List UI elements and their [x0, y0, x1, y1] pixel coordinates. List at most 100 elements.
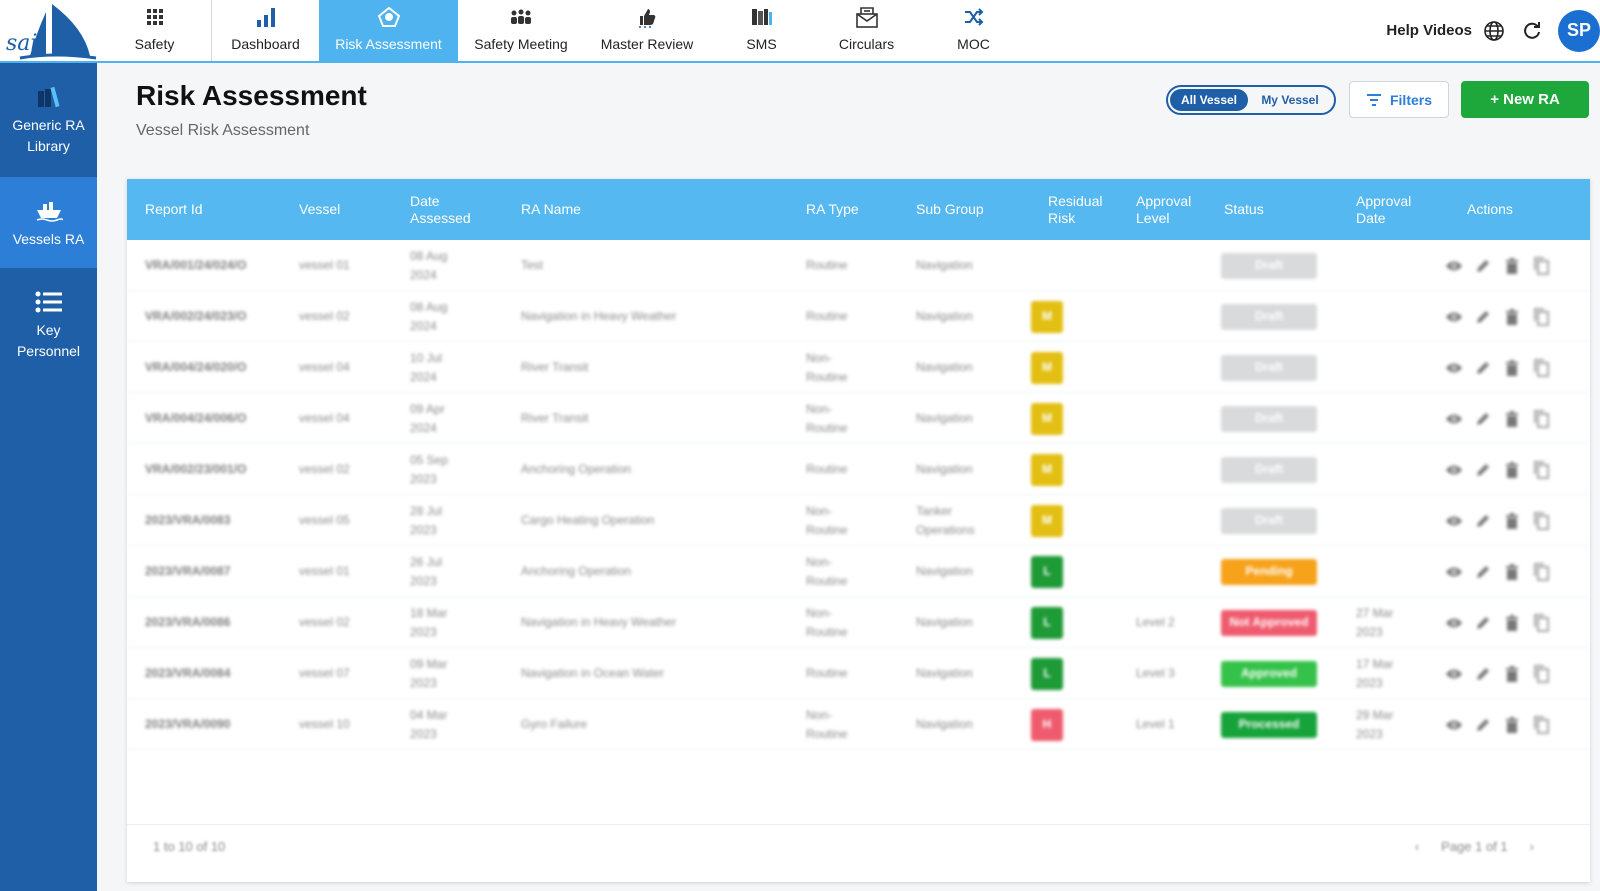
col-status[interactable]: Status [1224, 201, 1264, 217]
delete-icon[interactable] [1503, 665, 1521, 683]
new-ra-button[interactable]: + New RA [1461, 81, 1589, 118]
report-id-cell[interactable]: 2023/VRA/0083 [145, 513, 231, 527]
edit-icon[interactable] [1474, 614, 1492, 632]
sidebar-item-generic-ra-library[interactable]: Generic RA Library [0, 63, 97, 177]
table-row[interactable]: VRA/002/24/023/O vessel 02 08 Aug 2024 Navig… [127, 291, 1590, 342]
view-icon[interactable] [1445, 461, 1463, 479]
edit-icon[interactable] [1474, 461, 1492, 479]
table-row[interactable]: VRA/004/24/006/O vessel 04 09 Apr 2024 River… [127, 393, 1590, 444]
table-row[interactable]: 2023/VRA/0083 vessel 05 28 Jul 2023 Cargo He… [127, 495, 1590, 546]
report-id-cell[interactable]: VRA/001/24/024/O [145, 258, 247, 272]
nav-safety-meeting[interactable]: Safety Meeting [458, 0, 584, 61]
edit-icon[interactable] [1474, 257, 1492, 275]
copy-icon[interactable] [1532, 256, 1550, 275]
view-icon[interactable] [1445, 308, 1463, 326]
table-row[interactable]: 2023/VRA/0086 vessel 02 18 Mar 2023 Navigati… [127, 597, 1590, 648]
edit-icon[interactable] [1474, 716, 1492, 734]
nav-sms[interactable]: SMS [710, 0, 813, 61]
edit-icon[interactable] [1474, 665, 1492, 683]
delete-icon[interactable] [1503, 716, 1521, 734]
view-icon[interactable] [1445, 716, 1463, 734]
table-row[interactable]: 2023/VRA/0084 vessel 07 09 Mar 2023 Navigati… [127, 648, 1590, 699]
copy-icon[interactable] [1532, 664, 1550, 683]
sidebar-item-vessels-ra[interactable]: Vessels RA [0, 177, 97, 268]
delete-icon[interactable] [1503, 461, 1521, 479]
filters-button[interactable]: Filters [1349, 81, 1449, 118]
view-icon[interactable] [1445, 665, 1463, 683]
col-date-assessed[interactable]: Date Assessed [410, 192, 471, 226]
edit-icon[interactable] [1474, 410, 1492, 428]
view-icon[interactable] [1445, 410, 1463, 428]
report-id-cell[interactable]: 2023/VRA/0086 [145, 615, 231, 629]
edit-icon[interactable] [1474, 563, 1492, 581]
view-icon[interactable] [1445, 257, 1463, 275]
delete-icon[interactable] [1503, 410, 1521, 428]
report-id-cell[interactable]: 2023/VRA/0087 [145, 564, 231, 578]
col-approval-date[interactable]: Approval Date [1356, 192, 1412, 226]
copy-icon[interactable] [1532, 715, 1550, 734]
col-report-id[interactable]: Report Id [145, 201, 203, 217]
nav-risk-assessment[interactable]: Risk Assessment [319, 0, 458, 61]
sidebar: Generic RA Library Vessels RA Key Person… [0, 63, 97, 891]
user-avatar[interactable]: SP [1558, 9, 1600, 52]
table-row[interactable]: VRA/002/23/001/O vessel 02 05 Sep 2023 Ancho… [127, 444, 1590, 495]
delete-icon[interactable] [1503, 614, 1521, 632]
edit-icon[interactable] [1474, 512, 1492, 530]
copy-icon[interactable] [1532, 358, 1550, 377]
ra-name-cell: Navigation in Heavy Weather [521, 309, 677, 323]
nav-master-review[interactable]: Master Review [584, 0, 710, 61]
nav-dashboard[interactable]: Dashboard [212, 0, 319, 61]
view-icon[interactable] [1445, 512, 1463, 530]
sub-group-cell: Navigation [916, 360, 973, 374]
report-id-cell[interactable]: VRA/004/24/020/O [145, 360, 247, 374]
view-icon[interactable] [1445, 614, 1463, 632]
sub-group-cell: Navigation [916, 666, 973, 680]
delete-icon[interactable] [1503, 563, 1521, 581]
copy-icon[interactable] [1532, 460, 1550, 479]
col-residual-risk[interactable]: Residual Risk [1048, 192, 1103, 226]
my-vessel-toggle[interactable]: My Vessel [1261, 93, 1319, 107]
nav-safety[interactable]: Safety [98, 0, 211, 61]
copy-icon[interactable] [1532, 613, 1550, 632]
refresh-icon[interactable] [1520, 19, 1544, 43]
col-approval-level[interactable]: Approval Level [1136, 192, 1192, 226]
report-id-cell[interactable]: VRA/002/23/001/O [145, 462, 247, 476]
copy-icon[interactable] [1532, 562, 1550, 581]
col-sub-group[interactable]: Sub Group [916, 201, 984, 217]
table-row[interactable]: 2023/VRA/0087 vessel 01 26 Jul 2023 Anchorin… [127, 546, 1590, 597]
all-vessel-toggle[interactable]: All Vessel [1170, 89, 1248, 111]
prev-page-button[interactable]: ‹ [1414, 839, 1420, 854]
globe-icon[interactable] [1482, 19, 1506, 43]
view-icon[interactable] [1445, 359, 1463, 377]
col-vessel[interactable]: Vessel [299, 201, 341, 217]
help-videos-link[interactable]: Help Videos [1386, 22, 1472, 39]
report-id-cell[interactable]: VRA/002/24/023/O [145, 309, 247, 323]
col-ra-type[interactable]: RA Type [806, 201, 859, 217]
view-icon[interactable] [1445, 563, 1463, 581]
delete-icon[interactable] [1503, 257, 1521, 275]
delete-icon[interactable] [1503, 359, 1521, 377]
edit-icon[interactable] [1474, 359, 1492, 377]
nav-moc[interactable]: MOC [920, 0, 1027, 61]
next-page-button[interactable]: › [1529, 839, 1534, 854]
table-row[interactable]: VRA/004/24/020/O vessel 04 10 Jul 2024 River… [127, 342, 1590, 393]
ra-name-cell: Navigation in Heavy Weather [521, 615, 677, 629]
report-id-cell[interactable]: 2023/VRA/0084 [145, 666, 231, 680]
report-id-cell[interactable]: VRA/004/24/006/O [145, 411, 247, 425]
nav-circulars[interactable]: Circulars [813, 0, 920, 61]
vessel-cell: vessel 10 [299, 717, 350, 731]
copy-icon[interactable] [1532, 307, 1550, 326]
copy-icon[interactable] [1532, 409, 1550, 428]
ra-name-cell: River Transit [521, 360, 589, 374]
delete-icon[interactable] [1503, 308, 1521, 326]
risk-badge: M [1031, 300, 1063, 333]
delete-icon[interactable] [1503, 512, 1521, 530]
table-row[interactable]: VRA/001/24/024/O vessel 01 08 Aug 2024 Test R… [127, 240, 1590, 291]
copy-icon[interactable] [1532, 511, 1550, 530]
report-id-cell[interactable]: 2023/VRA/0090 [145, 717, 231, 731]
edit-icon[interactable] [1474, 308, 1492, 326]
table-row[interactable]: 2023/VRA/0090 vessel 10 04 Mar 2023 Gyro Fai… [127, 699, 1590, 750]
sail-logo[interactable]: sail [0, 0, 98, 63]
sidebar-item-key-personnel[interactable]: Key Personnel [0, 268, 97, 368]
col-ra-name[interactable]: RA Name [521, 201, 581, 217]
